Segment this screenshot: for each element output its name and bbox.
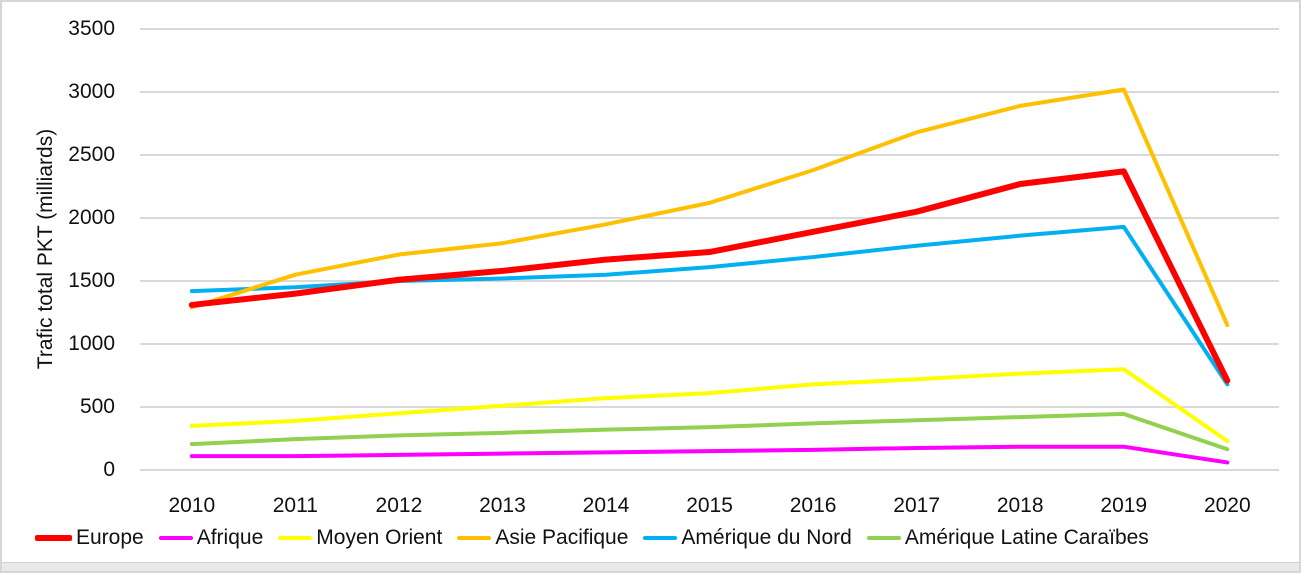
legend-item: Asie Pacifique: [457, 526, 628, 550]
legend-item: Moyen Orient: [278, 526, 442, 550]
legend-line-swatch: [866, 536, 901, 540]
legend-label: Amérique Latine Caraïbes: [904, 526, 1149, 549]
y-tick-label: 1000: [68, 332, 115, 355]
legend-label: Moyen Orient: [316, 526, 443, 549]
x-tick-label: 2011: [272, 494, 318, 517]
legend-line-swatch: [457, 536, 492, 540]
x-tick-label: 2012: [375, 494, 423, 517]
x-tick-label: 2020: [1203, 494, 1251, 517]
y-tick-label: 2500: [68, 143, 115, 166]
legend-item: Europe: [35, 526, 144, 550]
legend-label: Europe: [76, 526, 144, 549]
x-tick-label: 2016: [789, 494, 837, 517]
y-tick-label: 1500: [68, 269, 115, 292]
legend-line-swatch: [643, 536, 678, 540]
y-tick-label: 0: [103, 458, 115, 481]
series-line-asie-pacifique: [189, 87, 1230, 328]
window-edge-strip: [2, 562, 1299, 571]
y-tick-label: 2000: [68, 206, 115, 229]
legend-item: Afrique: [158, 526, 264, 550]
y-tick-label: 3000: [68, 80, 115, 103]
series-line-moyen-orient: [189, 367, 1230, 444]
x-tick-label: 2014: [582, 494, 630, 517]
legend-label: Asie Pacifique: [495, 526, 629, 549]
x-tick-label: 2013: [479, 494, 526, 517]
x-tick-label: 2015: [686, 494, 733, 517]
legend-label: Amérique du Nord: [681, 526, 852, 549]
legend-line-swatch: [158, 536, 193, 540]
legend-line-swatch: [278, 536, 313, 540]
x-tick-label: 2019: [1100, 494, 1148, 517]
series-line-am-rique-latine-cara-bes: [189, 411, 1230, 452]
series-line-europe: [188, 168, 1231, 384]
x-tick-label: 2018: [996, 494, 1044, 517]
legend-item: Amérique du Nord: [643, 526, 852, 550]
legend-item: Amérique Latine Caraïbes: [866, 526, 1149, 550]
y-tick-label: 500: [79, 395, 115, 418]
legend-line-swatch: [35, 535, 72, 541]
x-tick-label: 2010: [168, 494, 216, 517]
y-tick-label: 3500: [68, 17, 115, 40]
x-tick-label: 2017: [893, 494, 940, 517]
series-line-afrique: [189, 444, 1230, 465]
legend-label: Afrique: [196, 526, 264, 549]
legend: Europe Afrique Moyen Orient Asie Pacifique A…: [35, 525, 1149, 551]
